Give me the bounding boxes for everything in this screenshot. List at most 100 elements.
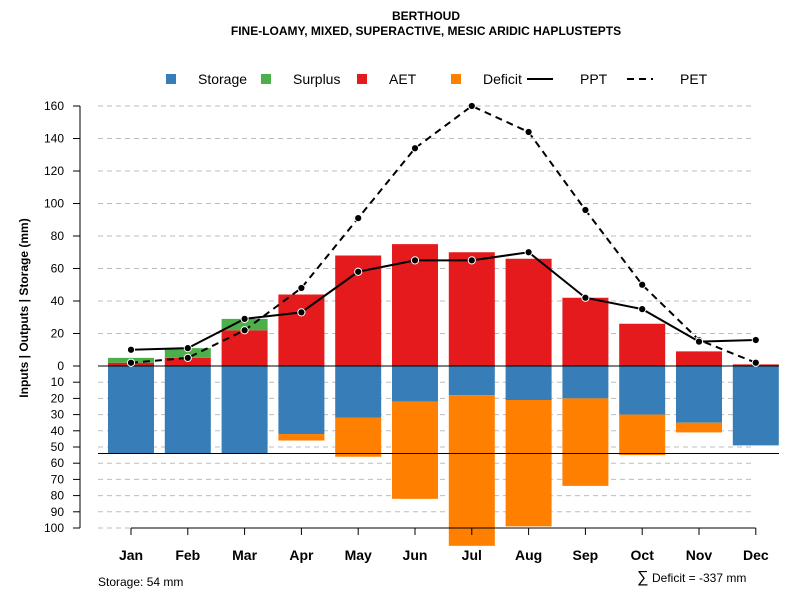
storage-bar <box>448 366 495 396</box>
storage-bar <box>619 366 666 415</box>
x-tick-label: Nov <box>686 547 713 563</box>
legend-label: PET <box>680 71 708 87</box>
y-tick-label: 100 <box>44 521 64 535</box>
pet-point <box>354 214 363 223</box>
legend-key <box>166 74 176 84</box>
surplus-bar <box>221 318 268 331</box>
pet-point <box>751 358 760 367</box>
y-tick-label: 10 <box>51 375 65 389</box>
storage-bar <box>164 366 211 454</box>
pet-point <box>240 326 249 335</box>
axes: 0 20 40 60 80 100 120 140 160 10 20 30 40 50 60 70 80 90 1… <box>44 99 769 563</box>
storage-bar <box>278 366 325 435</box>
ppt-point <box>297 308 306 317</box>
storage-note: Storage: 54 mm <box>98 575 183 589</box>
deficit-note: Deficit = -337 mm <box>652 571 746 585</box>
legend: Storage Surplus AET Deficit PPT PET <box>166 71 708 87</box>
x-tick-label: Jun <box>403 547 428 563</box>
pet-point <box>638 280 647 289</box>
ppt-point <box>524 248 533 257</box>
ppt-line <box>130 251 756 351</box>
bars <box>98 244 779 546</box>
y-axis-label: Inputs | Outputs | Storage (mm) <box>17 218 31 397</box>
pet-line <box>130 104 757 364</box>
deficit-bar <box>562 398 609 486</box>
y-tick-label: 100 <box>44 197 64 211</box>
legend-key <box>451 74 461 84</box>
ppt-point <box>183 344 192 353</box>
x-tick-label: Jan <box>119 547 143 563</box>
deficit-bar <box>278 434 325 441</box>
ppt-point <box>751 335 760 345</box>
ppt-point <box>126 345 136 354</box>
y-tick-label: 60 <box>51 456 65 470</box>
aet-bar <box>676 351 722 366</box>
y-tick-label: 70 <box>51 472 65 486</box>
y-tick-label: 40 <box>51 424 65 438</box>
pet-point <box>410 144 420 153</box>
storage-bar <box>392 366 438 402</box>
y-tick-label: 140 <box>44 132 64 146</box>
deficit-bar <box>505 400 552 527</box>
ppt-point <box>581 293 590 302</box>
legend-label: AET <box>389 71 417 87</box>
legend-key <box>261 74 271 84</box>
aet-bar <box>619 323 666 366</box>
surplus-bar <box>164 348 211 358</box>
x-tick-label: Aug <box>515 547 542 563</box>
storage-bar <box>562 366 609 399</box>
x-tick-label: Mar <box>232 547 257 563</box>
storage-bar <box>335 366 382 418</box>
x-tick-label: May <box>345 547 372 563</box>
deficit-bar <box>335 417 382 457</box>
chart-subtitle: FINE-LOAMY, MIXED, SUPERACTIVE, MESIC AR… <box>231 24 621 38</box>
y-tick-label: 50 <box>51 440 65 454</box>
deficit-bar <box>676 422 722 433</box>
storage-bar <box>676 366 722 423</box>
pet-point <box>183 353 192 362</box>
x-tick-label: Dec <box>743 547 769 563</box>
legend-label: PPT <box>580 71 608 87</box>
chart-title: BERTHOUD <box>392 9 460 23</box>
deficit-bar <box>619 414 666 456</box>
y-tick-label: 80 <box>51 229 65 243</box>
aet-bar <box>505 258 552 366</box>
legend-label: Storage <box>198 71 247 87</box>
y-tick-label: 160 <box>44 99 64 113</box>
y-tick-label: 20 <box>51 391 65 405</box>
storage-bar <box>505 366 552 401</box>
legend-label: Surplus <box>293 71 340 87</box>
storage-bar <box>732 366 779 446</box>
pet-point <box>524 127 533 137</box>
ppt-point <box>467 256 476 265</box>
storage-bar <box>108 366 154 454</box>
series-lines <box>126 101 760 367</box>
x-tick-label: Oct <box>631 547 655 563</box>
x-tick-label: Sep <box>573 547 599 563</box>
deficit-bar <box>448 395 495 546</box>
y-tick-label: 30 <box>51 408 65 422</box>
pet-point <box>126 358 136 367</box>
ppt-point <box>410 256 420 265</box>
pet-point <box>297 283 306 293</box>
aet-bar <box>562 297 609 366</box>
y-tick-label: 0 <box>57 359 64 373</box>
ppt-point <box>638 305 647 314</box>
y-tick-label: 40 <box>51 294 65 308</box>
pet-point <box>467 101 476 111</box>
aet-bar <box>448 252 495 366</box>
aet-bar <box>278 294 325 366</box>
aet-bar <box>221 330 268 366</box>
x-tick-label: Feb <box>175 547 200 563</box>
y-tick-label: 60 <box>51 262 65 276</box>
ppt-point <box>354 267 363 276</box>
deficit-bar <box>392 401 438 499</box>
legend-label: Deficit <box>483 71 522 87</box>
y-tick-label: 90 <box>51 505 65 519</box>
legend-key <box>357 74 367 84</box>
y-tick-label: 20 <box>51 327 65 341</box>
y-tick-label: 80 <box>51 489 65 503</box>
ppt-point <box>694 337 704 346</box>
ppt-point <box>240 314 249 323</box>
